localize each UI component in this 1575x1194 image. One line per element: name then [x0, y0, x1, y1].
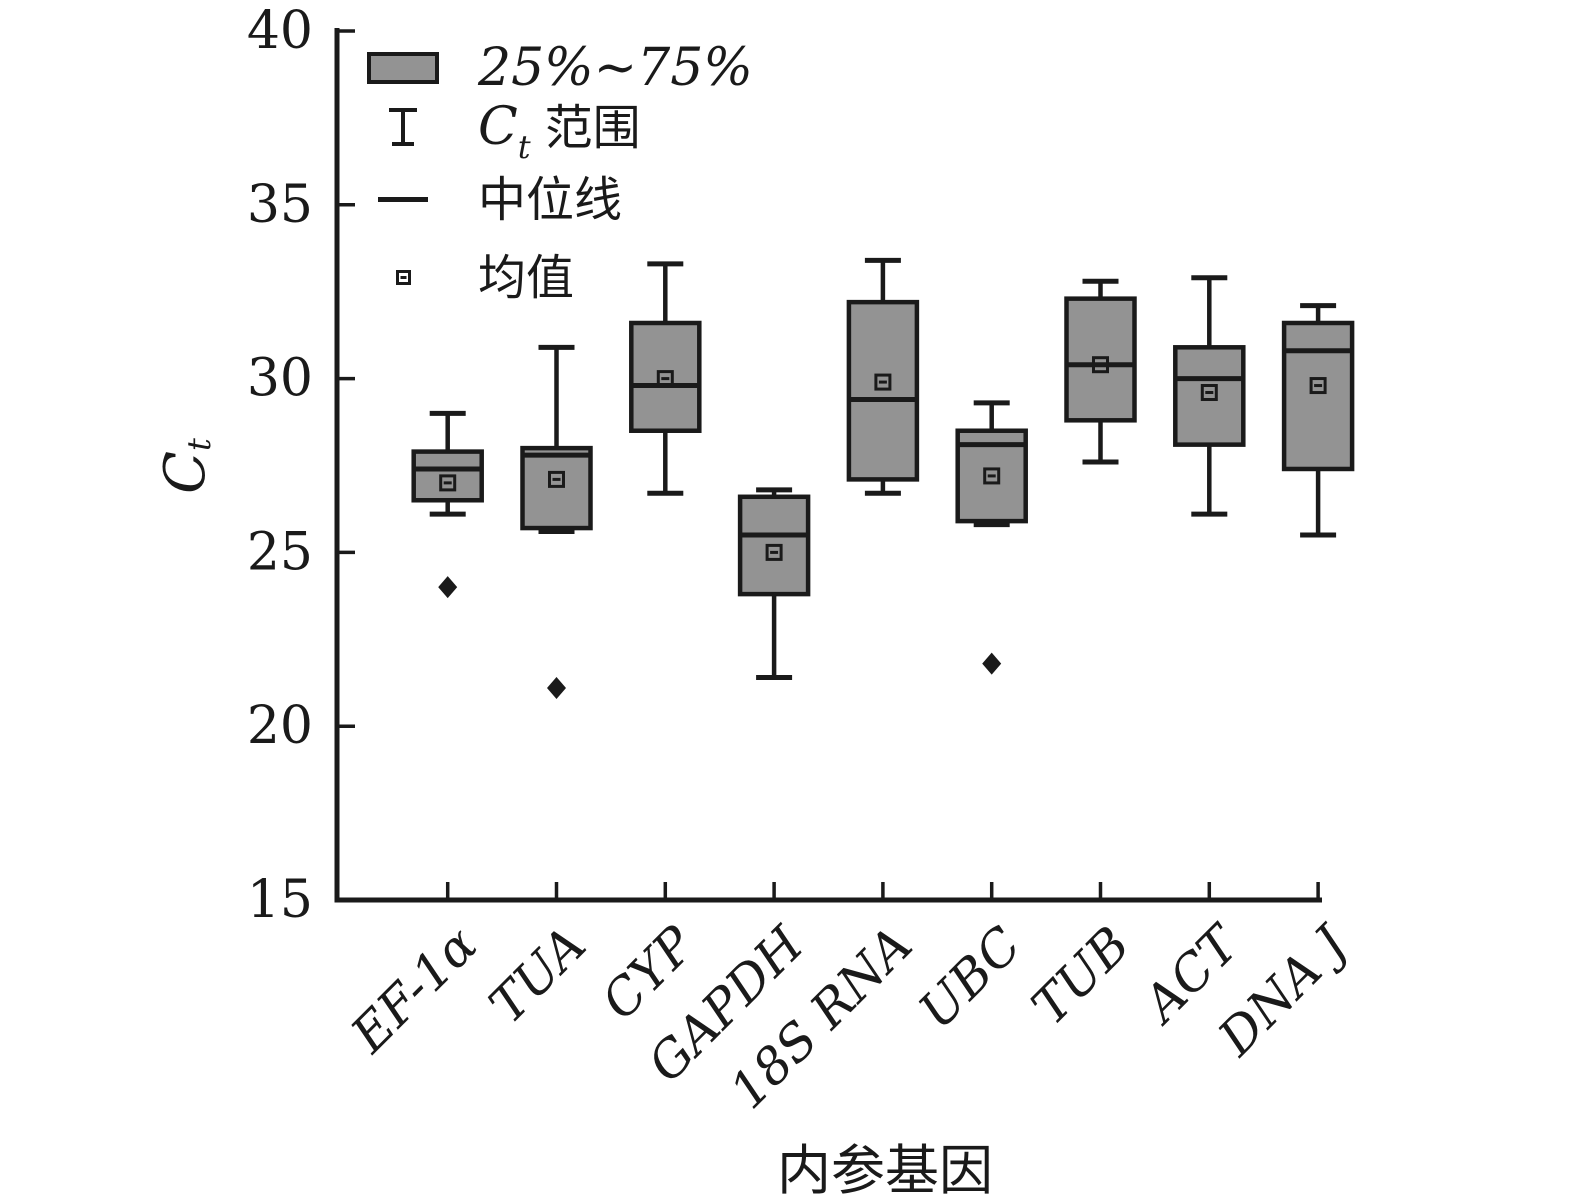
iqr-box-icon [367, 52, 439, 85]
legend-median-text: 中位线 [478, 172, 623, 228]
legend-label-mean: 均值 [478, 250, 574, 305]
box-DNA J [1281, 320, 1355, 472]
mean-marker-TUA [548, 470, 565, 488]
x-axis-title: 内参基因 [777, 1139, 993, 1194]
legend-icon-cell [358, 196, 448, 202]
legend-mean-text: 均值 [478, 250, 575, 306]
box-TUB [1064, 296, 1137, 423]
mean-marker-18S RNA [874, 373, 892, 391]
mean-marker-icon [395, 269, 411, 285]
x-tick-label-UBC: UBC [908, 915, 1033, 1040]
box-18S RNA [846, 299, 920, 482]
mean-marker-UBC [983, 467, 1001, 485]
legend-row-median: 中位线 [358, 172, 622, 227]
whisker-range-icon [389, 108, 417, 147]
median-line-icon [378, 196, 428, 202]
box-ACT [1173, 345, 1246, 447]
legend-label-iqr: 25%~75% [478, 38, 753, 98]
y-tick-label-15: 15 [247, 870, 313, 930]
y-tick-label-30: 30 [247, 349, 313, 409]
y-axis-title-subscript: t [180, 438, 218, 451]
x-tick-label-EF-1α: EF-1α [339, 915, 488, 1064]
mean-marker-CYP [656, 370, 674, 388]
outlier-diamond-UBC [982, 652, 1002, 675]
legend-icon-cell [358, 52, 448, 85]
y-tick-label-25: 25 [247, 522, 313, 582]
legend-range-subscript: t [517, 128, 531, 166]
legend-row-mean: 均值 [358, 250, 574, 305]
mean-marker-ACT [1200, 384, 1218, 402]
legend-row-range: Ct 范围 [358, 97, 641, 164]
legend-label-median: 中位线 [478, 172, 622, 227]
y-axis-title-symbol: C [152, 451, 218, 494]
mean-marker-TUB [1092, 356, 1109, 374]
outlier-diamond-EF-1α [438, 576, 458, 599]
box-CYP [629, 320, 702, 433]
legend-label-range: Ct 范围 [478, 97, 641, 164]
mean-marker-GAPDH [765, 543, 783, 561]
x-tick-label-TUA: TUA [478, 915, 597, 1034]
legend-range-symbol: C [478, 97, 518, 157]
y-tick-label-40: 40 [247, 1, 313, 61]
mean-marker-EF-1α [439, 474, 457, 492]
legend-icon-cell [358, 269, 448, 286]
x-tick-label-TUB: TUB [1021, 915, 1141, 1035]
y-tick-label-35: 35 [247, 175, 313, 235]
legend-row-iqr: 25%~75% [358, 41, 753, 96]
legend-icon-cell [358, 105, 448, 149]
outlier-diamond-TUA [547, 676, 566, 699]
mean-marker-DNA J [1309, 377, 1327, 395]
y-tick-label-20: 20 [247, 696, 313, 756]
legend-range-text: 范围 [544, 100, 641, 156]
box-TUA [520, 445, 593, 531]
